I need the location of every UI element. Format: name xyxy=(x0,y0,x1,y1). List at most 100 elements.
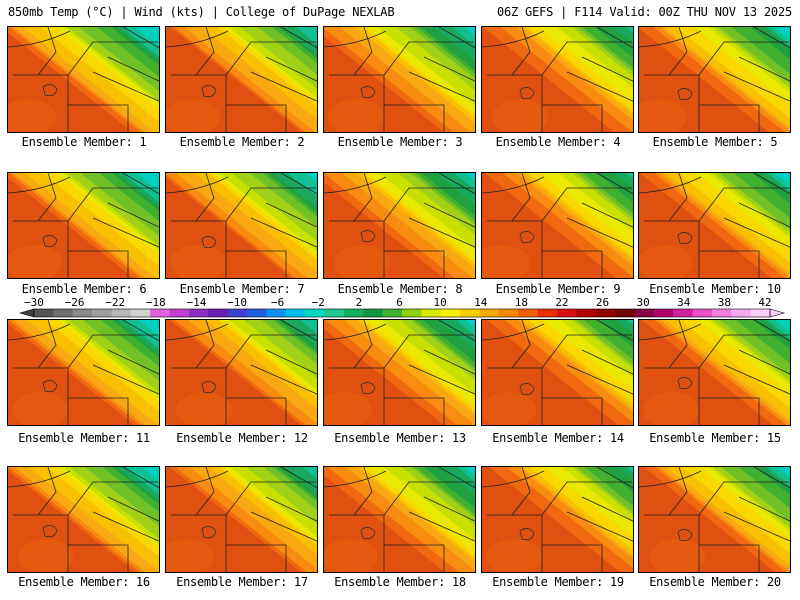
colorbar-tick-label: −30 xyxy=(24,296,44,309)
colorbar-swatch xyxy=(595,309,616,317)
member-label-5: Ensemble Member: 5 xyxy=(652,135,778,149)
member-label-11: Ensemble Member: 11 xyxy=(18,431,150,445)
member-map-10 xyxy=(638,172,791,279)
member-map-19 xyxy=(481,466,634,573)
member-map-4 xyxy=(481,26,634,133)
member-label-7: Ensemble Member: 7 xyxy=(179,282,305,296)
colorbar-max-arrow xyxy=(769,308,786,318)
colorbar-tick-label: 14 xyxy=(474,296,488,309)
member-map-20 xyxy=(638,466,791,573)
member-map-17 xyxy=(165,466,318,573)
colorbar-tick-label: −22 xyxy=(105,296,125,309)
member-label-6: Ensemble Member: 6 xyxy=(21,282,147,296)
colorbar-swatch xyxy=(402,309,422,317)
colorbar-swatch xyxy=(266,309,287,317)
colorbar-swatch xyxy=(188,309,209,317)
member-label-19: Ensemble Member: 19 xyxy=(492,575,624,589)
colorbar-tick-label: 34 xyxy=(677,296,691,309)
colorbar-swatch xyxy=(634,309,655,317)
member-label-9: Ensemble Member: 9 xyxy=(495,282,621,296)
member-map-3 xyxy=(323,26,476,133)
member-map-1 xyxy=(7,26,160,133)
member-map-11 xyxy=(7,319,160,426)
colorbar-swatch xyxy=(692,309,713,317)
colorbar-swatch xyxy=(363,309,383,317)
colorbar-swatch xyxy=(556,309,577,317)
member-label-12: Ensemble Member: 12 xyxy=(176,431,308,445)
colorbar-tick-label: 6 xyxy=(396,296,403,309)
member-label-1: Ensemble Member: 1 xyxy=(21,135,147,149)
temperature-colorbar: −30 −26 −22 −18 −14 −10 −6 −2 2 6 10 14 18 22 26 30 34 38… xyxy=(0,296,800,322)
chart-title: 850mb Temp (°C) | Wind (kts) | College o… xyxy=(8,5,395,19)
colorbar-swatch xyxy=(305,309,325,317)
colorbar-tick-label: −18 xyxy=(146,296,166,309)
colorbar-swatch xyxy=(460,309,480,317)
colorbar-swatch xyxy=(150,309,170,317)
colorbar-swatch xyxy=(72,309,93,317)
colorbar-tick-label: −2 xyxy=(312,296,325,309)
colorbar-tick-label: 42 xyxy=(758,296,771,309)
member-map-7 xyxy=(165,172,318,279)
member-label-16: Ensemble Member: 16 xyxy=(18,575,150,589)
member-label-14: Ensemble Member: 14 xyxy=(492,431,624,445)
member-label-15: Ensemble Member: 15 xyxy=(649,431,781,445)
colorbar-swatch xyxy=(673,309,693,317)
colorbar-tick-label: −14 xyxy=(187,296,207,309)
member-map-8 xyxy=(323,172,476,279)
colorbar-swatch xyxy=(111,309,132,317)
colorbar-swatch xyxy=(92,309,112,317)
colorbar-tick-label: 30 xyxy=(637,296,650,309)
run-valid-time: 06Z GEFS | F114 Valid: 00Z THU NOV 13 20… xyxy=(496,5,792,19)
colorbar-swatch xyxy=(382,309,403,317)
colorbar-swatch xyxy=(479,309,500,317)
colorbar-swatch xyxy=(34,309,54,317)
member-label-3: Ensemble Member: 3 xyxy=(337,135,463,149)
colorbar-swatch xyxy=(440,309,461,317)
colorbar-swatch xyxy=(750,309,771,317)
colorbar-tick-label: 18 xyxy=(515,296,528,309)
member-label-13: Ensemble Member: 13 xyxy=(334,431,466,445)
colorbar-tick-label: 26 xyxy=(596,296,609,309)
colorbar-tick-label: 2 xyxy=(356,296,363,309)
member-label-18: Ensemble Member: 18 xyxy=(334,575,466,589)
member-map-6 xyxy=(7,172,160,279)
member-map-2 xyxy=(165,26,318,133)
colorbar-swatch xyxy=(208,309,228,317)
member-label-2: Ensemble Member: 2 xyxy=(179,135,305,149)
colorbar-swatch xyxy=(324,309,345,317)
colorbar-swatch xyxy=(130,309,151,317)
member-label-8: Ensemble Member: 8 xyxy=(337,282,463,296)
colorbar-tick-label: −6 xyxy=(271,296,284,309)
member-label-10: Ensemble Member: 10 xyxy=(649,282,781,296)
colorbar-tick-label: 10 xyxy=(433,296,446,309)
colorbar-swatch xyxy=(615,309,635,317)
member-map-12 xyxy=(165,319,318,426)
member-map-5 xyxy=(638,26,791,133)
member-label-17: Ensemble Member: 17 xyxy=(176,575,308,589)
colorbar-swatch xyxy=(343,309,364,317)
colorbar-swatch xyxy=(498,309,519,317)
colorbar-tick-label: −10 xyxy=(227,296,247,309)
member-map-15 xyxy=(638,319,791,426)
member-map-16 xyxy=(7,466,160,573)
colorbar-swatch xyxy=(247,309,267,317)
colorbar-swatch xyxy=(711,309,732,317)
colorbar-tick-label: 22 xyxy=(555,296,568,309)
colorbar-swatch xyxy=(653,309,674,317)
colorbar-tick-label: −26 xyxy=(65,296,85,309)
colorbar-swatch xyxy=(53,309,74,317)
colorbar-swatch xyxy=(421,309,442,317)
colorbar-tick-label: 38 xyxy=(718,296,731,309)
member-label-4: Ensemble Member: 4 xyxy=(495,135,621,149)
member-map-9 xyxy=(481,172,634,279)
member-map-13 xyxy=(323,319,476,426)
colorbar-swatch xyxy=(518,309,538,317)
colorbar-swatch xyxy=(731,309,751,317)
member-map-14 xyxy=(481,319,634,426)
member-label-20: Ensemble Member: 20 xyxy=(649,575,781,589)
colorbar-swatch xyxy=(576,309,596,317)
colorbar-swatch xyxy=(227,309,248,317)
colorbar-min-arrow xyxy=(18,308,35,318)
colorbar-swatch xyxy=(285,309,306,317)
member-map-18 xyxy=(323,466,476,573)
